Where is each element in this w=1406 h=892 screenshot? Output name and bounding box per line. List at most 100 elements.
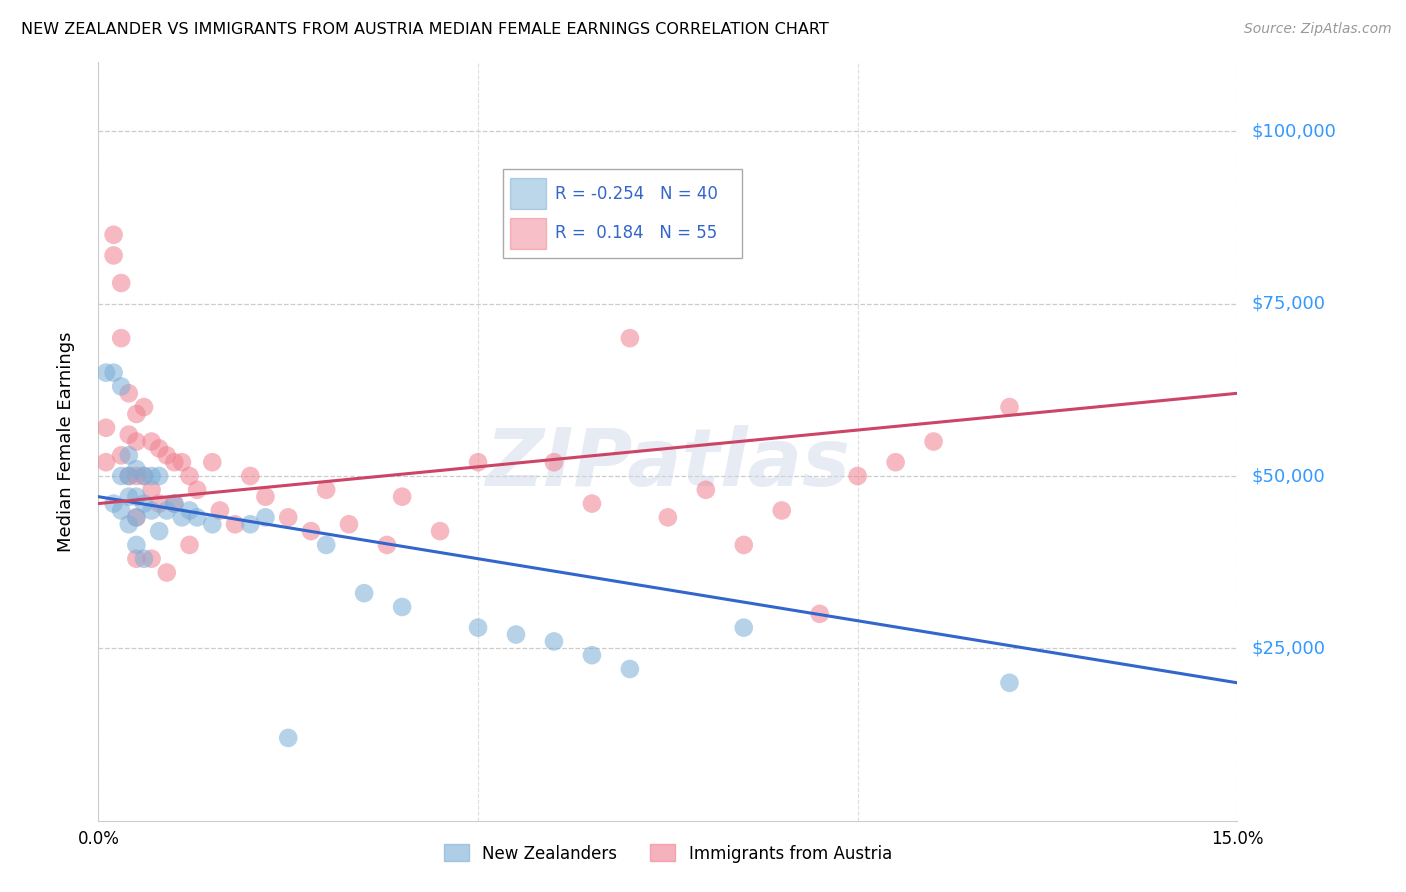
Point (132, 551, 155, 566)
Point (94, 455, 117, 469)
Point (156, 566, 179, 580)
Point (224, 517, 246, 532)
Point (695, 483, 717, 497)
Point (132, 400, 155, 414)
Point (94, 421, 117, 435)
Point (170, 510, 193, 524)
Point (299, 524, 322, 538)
Point (922, 434, 945, 449)
Point (733, 621, 755, 635)
Bar (510, 178, 546, 209)
Point (141, 434, 163, 449)
Point (467, 621, 489, 635)
Point (118, 469, 141, 483)
Point (125, 510, 148, 524)
Point (125, 551, 148, 566)
Point (208, 503, 231, 517)
Point (657, 510, 679, 524)
Point (118, 517, 141, 532)
Point (148, 442, 170, 456)
Point (353, 586, 375, 600)
Point (179, 538, 201, 552)
Point (254, 510, 277, 524)
Point (141, 503, 163, 517)
Point (110, 503, 132, 517)
Point (277, 510, 299, 524)
Point (543, 455, 565, 469)
Point (110, 276, 132, 290)
Point (315, 538, 337, 552)
Point (429, 524, 451, 538)
Point (467, 455, 489, 469)
Text: R =  0.184   N = 55: R = 0.184 N = 55 (555, 224, 717, 242)
Point (186, 510, 208, 524)
Point (94, 366, 117, 380)
Point (733, 538, 755, 552)
Y-axis label: Median Female Earnings: Median Female Earnings (56, 331, 75, 552)
Point (103, 366, 125, 380)
Legend: New Zealanders, Immigrants from Austria: New Zealanders, Immigrants from Austria (437, 838, 898, 869)
Point (141, 469, 163, 483)
Point (581, 497, 603, 511)
Point (186, 483, 208, 497)
Text: NEW ZEALANDER VS IMMIGRANTS FROM AUSTRIA MEDIAN FEMALE EARNINGS CORRELATION CHAR: NEW ZEALANDER VS IMMIGRANTS FROM AUSTRIA… (21, 22, 830, 37)
Point (998, 400, 1021, 414)
Point (141, 483, 163, 497)
Point (118, 469, 141, 483)
Point (125, 538, 148, 552)
Point (118, 490, 141, 504)
Point (110, 331, 132, 345)
Point (163, 497, 186, 511)
Text: ZIPatlas: ZIPatlas (485, 425, 851, 503)
Point (148, 469, 170, 483)
Point (581, 648, 603, 663)
Point (163, 455, 186, 469)
Point (125, 407, 148, 421)
Text: $50,000: $50,000 (1251, 467, 1324, 485)
Point (179, 469, 201, 483)
Point (125, 490, 148, 504)
Point (156, 503, 179, 517)
Point (125, 510, 148, 524)
Point (884, 455, 907, 469)
Point (118, 427, 141, 442)
Point (118, 386, 141, 401)
Point (391, 490, 413, 504)
Point (103, 497, 125, 511)
Point (391, 599, 413, 614)
Point (110, 379, 132, 393)
Point (103, 227, 125, 242)
Point (201, 517, 224, 532)
Point (315, 483, 337, 497)
Text: $75,000: $75,000 (1251, 294, 1326, 313)
Text: R = -0.254   N = 40: R = -0.254 N = 40 (555, 185, 718, 202)
Point (110, 469, 132, 483)
Point (148, 497, 170, 511)
Point (148, 524, 170, 538)
FancyBboxPatch shape (503, 169, 742, 258)
Point (110, 448, 132, 462)
Point (254, 490, 277, 504)
Point (375, 538, 398, 552)
Point (543, 634, 565, 648)
Point (201, 455, 224, 469)
Point (103, 248, 125, 262)
Point (619, 662, 641, 676)
Point (770, 503, 793, 517)
Point (132, 469, 155, 483)
Text: Source: ZipAtlas.com: Source: ZipAtlas.com (1244, 22, 1392, 37)
Point (619, 331, 641, 345)
Point (337, 517, 360, 532)
Point (163, 497, 186, 511)
Point (118, 448, 141, 462)
Point (125, 434, 148, 449)
Bar (510, 218, 546, 249)
Text: $25,000: $25,000 (1251, 640, 1326, 657)
Point (505, 627, 527, 641)
Point (808, 607, 831, 621)
Point (239, 517, 262, 532)
Point (998, 675, 1021, 690)
Point (239, 469, 262, 483)
Point (125, 462, 148, 476)
Point (846, 469, 869, 483)
